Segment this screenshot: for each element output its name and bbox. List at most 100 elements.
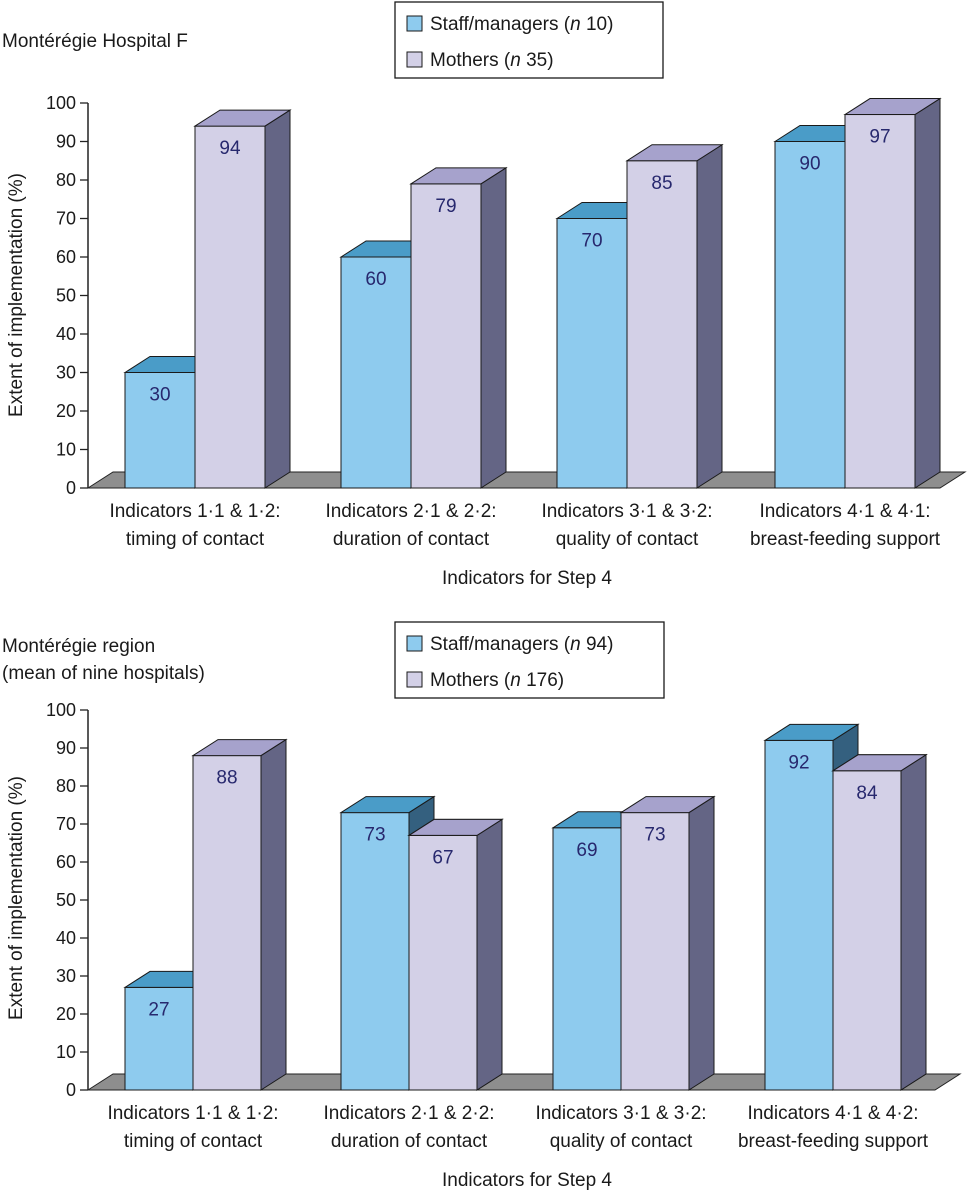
bar-mothers-3 [619,795,716,1091]
legend-swatch-staff [406,15,423,32]
data-label: 84 [856,783,878,804]
x-tick-label: Indicators 3·1 & 3·2: [535,1103,706,1124]
chart-title: Montérégie region [2,636,155,657]
legend-swatch-staff [406,635,423,652]
data-label: 94 [219,138,241,159]
x-tick-label: quality of contact [550,1131,693,1152]
bar-mothers-4 [843,97,942,489]
y-tick-label: 80 [56,170,76,190]
y-tick-label: 30 [56,363,76,383]
data-label: 73 [644,825,665,846]
y-tick-label: 20 [56,401,76,421]
bar-front-face [340,812,410,1091]
bar-top-face [191,739,288,757]
bar-front-face [626,160,698,489]
bar-top-face [339,796,436,814]
x-tick-label: timing of contact [124,1131,263,1152]
bar-side-face [480,166,507,489]
legend-text: Staff/managers ( [430,634,571,655]
bar-top-face [407,818,504,836]
bar-mothers-4-front [831,753,928,1091]
bar-front-face [844,114,916,489]
legend-n: n [570,634,581,655]
bar-side-face [696,143,723,489]
x-tick-label: Indicators 1·1 & 1·2: [107,1103,278,1124]
bar-top-face [619,796,716,814]
data-label: 70 [581,231,602,252]
bar-front-face [194,125,266,489]
chart-title: Montérégie Hospital F [2,31,188,52]
bar-mothers-1 [191,738,288,1091]
bar-mothers-2-front [407,818,504,1091]
legend-label-staff: Staff/managers (n 10) [430,14,613,35]
y-tick-label: 90 [56,738,76,758]
bar-top-face [409,167,508,185]
bar-top-face [193,109,292,127]
y-tick-label: 30 [56,966,76,986]
bar-side-face [688,795,715,1091]
bar-front-face [556,218,628,489]
chart-2: Montérégie region (mean of nine hospitals… [2,621,962,1191]
legend-label-mothers: Mothers (n 35) [430,50,554,71]
y-tick-label: 70 [56,209,76,229]
bar-top-face [763,723,860,741]
bar-front-face [832,770,902,1091]
legend-text: 35) [521,50,554,71]
data-label: 97 [869,127,890,148]
bar-side-face [914,97,941,489]
x-tick-label: Indicators 1·1 & 1·2: [109,501,280,522]
y-tick-label: 50 [56,890,76,910]
bar-top-face [625,144,724,162]
data-label: 85 [651,173,672,194]
legend-swatch-mothers [406,51,423,68]
bar-side-face [260,738,287,1091]
legend-text: Staff/managers ( [430,14,571,35]
bar-top-face [831,754,928,772]
legend-n: n [570,14,581,35]
legend-box [394,1,664,79]
y-axis-label: Extent of implementation (%) [6,173,27,417]
legend-n: n [510,670,521,691]
y-tick-label: 20 [56,1004,76,1024]
y-tick-label: 100 [46,700,76,720]
data-label: 90 [799,154,820,175]
y-tick-label: 70 [56,814,76,834]
legend-swatch-mothers [406,671,423,688]
legend-text: 176) [521,670,564,691]
x-tick-label: breast-feeding support [738,1131,929,1152]
legend-label-mothers: Mothers (n 176) [430,670,564,691]
bar-side-face [900,753,927,1091]
chart-1: Montérégie Hospital F 0 10 20 30 40 50 60 70 80 90… [2,1,967,589]
y-tick-label: 100 [46,93,76,113]
y-axis-label: Extent of implementation (%) [6,776,27,1020]
bar-front-face [124,372,196,489]
y-tick-label: 80 [56,776,76,796]
x-tick-label: Indicators 4·1 & 4·1: [759,501,930,522]
x-tick-label: Indicators 3·1 & 3·2: [541,501,712,522]
x-tick-label: Indicators 4·1 & 4·2: [747,1103,918,1124]
legend-box [394,621,665,699]
bar-front-face [410,183,482,489]
x-tick-label: timing of contact [126,529,265,550]
chart-subtitle: (mean of nine hospitals) [2,663,205,684]
x-tick-label: duration of contact [333,529,490,550]
bar-front-face [192,755,262,1091]
y-tick-label: 50 [56,286,76,306]
data-label: 88 [216,768,237,789]
bar-front-face [764,739,834,1091]
y-tick-label: 10 [56,1042,76,1062]
bar-mothers-1 [193,109,292,489]
x-tick-label: Indicators 2·1 & 2·2: [323,1103,494,1124]
data-label: 30 [149,385,170,406]
x-tick-label: Indicators 2·1 & 2·2: [325,501,496,522]
y-tick-label: 60 [56,247,76,267]
bar-front-face [552,827,622,1091]
bar-top-face [843,98,942,116]
bar-mothers-2 [409,166,508,489]
bar-front-face [620,812,690,1091]
x-axis-label: Indicators for Step 4 [442,568,612,589]
x-axis-label: Indicators for Step 4 [442,1170,612,1191]
data-label: 60 [365,269,386,290]
y-tick-label: 40 [56,324,76,344]
